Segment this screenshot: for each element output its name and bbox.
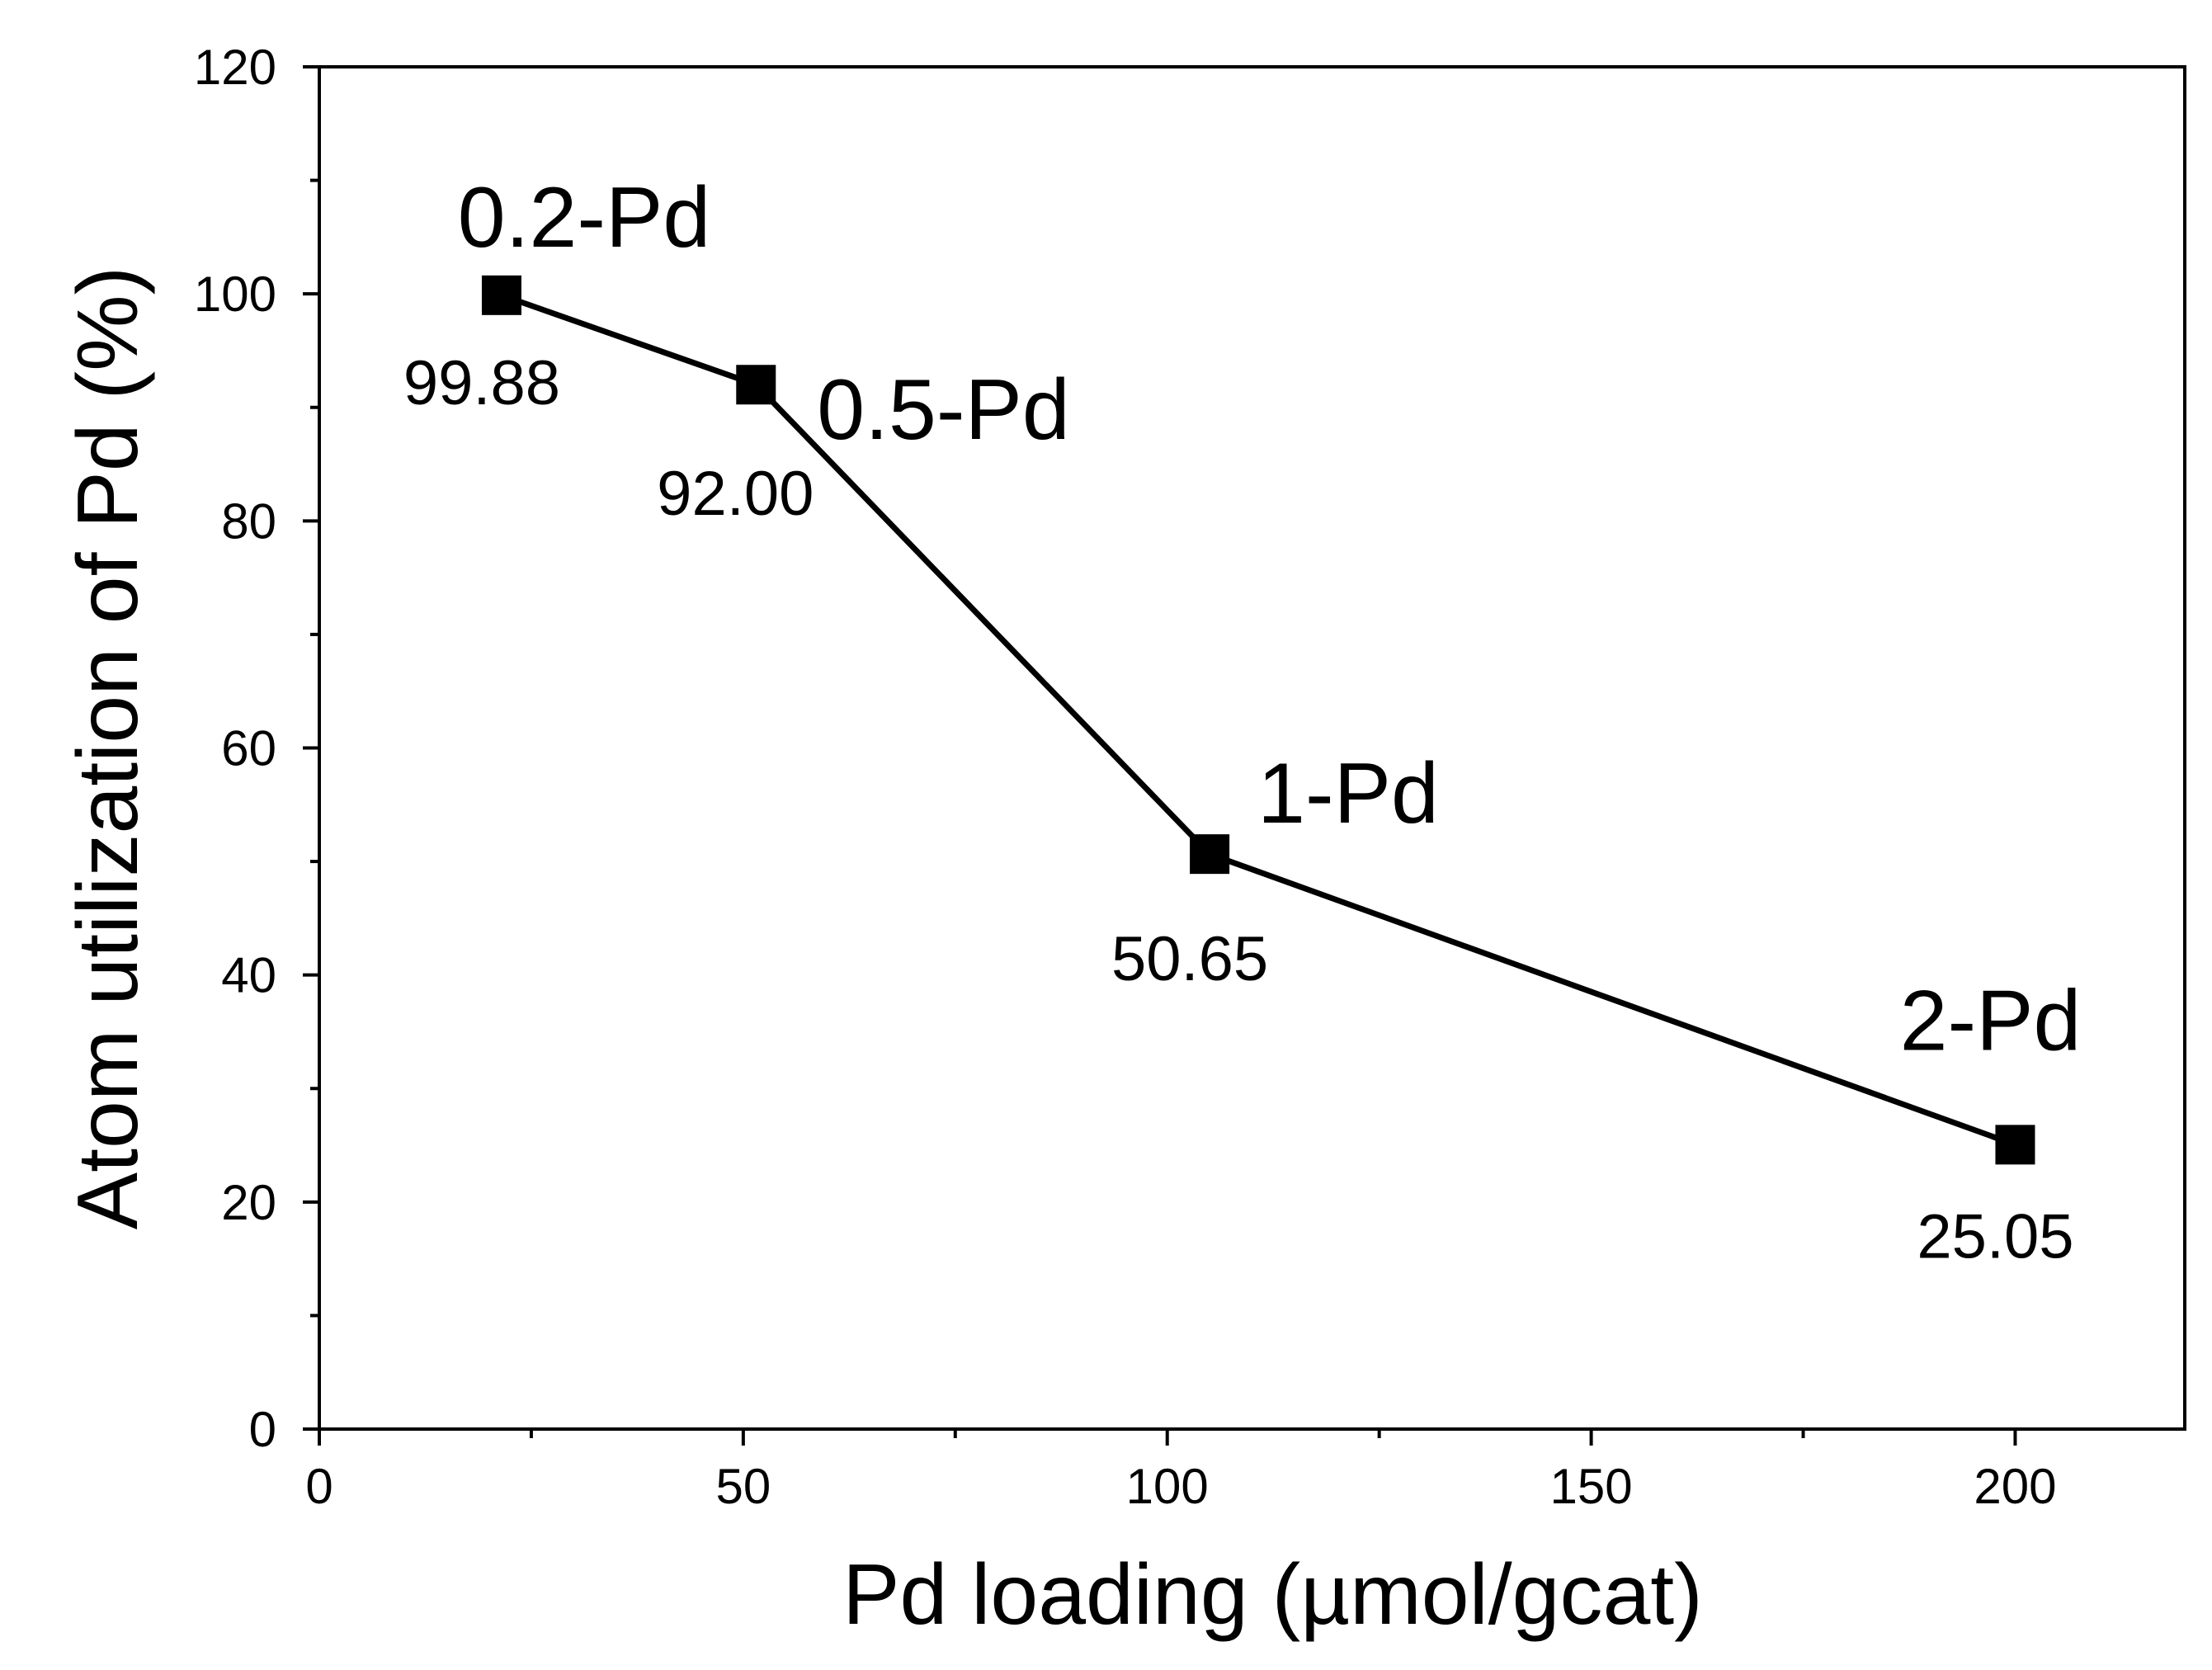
axis-ticks: [303, 65, 2017, 1446]
point-value-label: 99.88: [403, 348, 560, 418]
y-tick-label: 100: [194, 267, 276, 322]
x-tick-label: 200: [1974, 1459, 2056, 1514]
point-value-label: 50.65: [1111, 924, 1268, 994]
x-axis-title: Pd loading (µmol/gcat): [842, 1547, 1703, 1643]
point-name-label: 1-Pd: [1257, 746, 1439, 842]
point-value-label: 92.00: [657, 459, 814, 529]
y-axis-title: Atom utilization of Pd (%): [60, 267, 156, 1230]
x-tick-label: 0: [305, 1459, 333, 1514]
data-point-marker: [481, 275, 521, 315]
y-tick-label: 60: [221, 721, 276, 776]
y-tick-label: 0: [249, 1402, 276, 1457]
data-point-marker: [1995, 1125, 2035, 1165]
point-value-label: 25.05: [1917, 1201, 2073, 1271]
data-points: [481, 275, 2035, 1165]
y-tick-label: 20: [221, 1175, 276, 1230]
point-name-label: 0.2-Pd: [458, 170, 710, 266]
point-name-label: 2-Pd: [1900, 973, 2082, 1069]
y-tick-label: 80: [221, 493, 276, 549]
x-tick-label: 150: [1550, 1459, 1633, 1514]
data-point-marker: [736, 365, 776, 405]
y-tick-label: 120: [194, 40, 276, 95]
point-name-label: 0.5-Pd: [817, 362, 1069, 458]
data-point-marker: [1190, 834, 1230, 875]
x-tick-label: 50: [715, 1459, 771, 1514]
series-line: [500, 292, 2016, 1148]
tick-labels: 0 50 100 150 200 0 20 40 60 80 100 120: [194, 40, 2057, 1514]
x-tick-label: 100: [1126, 1459, 1209, 1514]
y-tick-label: 40: [221, 948, 276, 1003]
